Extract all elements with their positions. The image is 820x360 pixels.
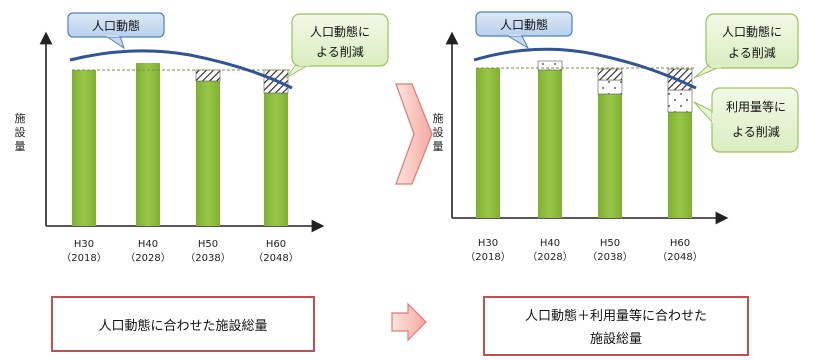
left-chart: 施 設 量 人口動態 人口動態に よる削減 H30 （2018） H40 （20… [15, 12, 389, 264]
right-usage-callout [711, 87, 799, 153]
right-tick-h60: H60 [670, 238, 690, 249]
caption-arrow [391, 302, 427, 342]
left-bar-h30 [72, 70, 96, 226]
left-reduction-h50 [195, 69, 221, 82]
right-tick-h30: H30 [478, 238, 498, 249]
right-chart: 施 設 量 人口動態 人口動態に よる削減 利用量等に よる削減 H30 [433, 11, 799, 263]
right-bar-h40 [538, 70, 562, 218]
right-usage-callout-line2: よる削減 [732, 124, 780, 139]
left-reduction-callout-line1: 人口動態に [310, 24, 370, 39]
right-population-trend-line [473, 47, 697, 90]
right-tick-h40-year: （2028） [527, 251, 572, 263]
right-pop-callout [475, 11, 573, 37]
left-bar-h40 [136, 63, 160, 226]
right-pop-reduction-h50 [597, 68, 623, 81]
left-pop-callout-text: 人口動態 [92, 18, 140, 33]
right-usage-reduction-h50 [597, 79, 623, 95]
left-tick-h40-year: （2028） [125, 252, 170, 264]
left-tick-h40: H40 [138, 239, 158, 250]
right-y-axis-label-2: 設 [433, 125, 444, 139]
right-caption-box [483, 296, 749, 356]
right-y-axis-label-1: 施 [433, 112, 444, 125]
left-caption-text: 人口動態に合わせた施設総量 [98, 318, 267, 334]
right-tick-h30-year: （2018） [465, 251, 510, 263]
right-reduction-callout-line1: 人口動態に [722, 24, 782, 39]
right-bar-h60 [668, 112, 692, 218]
right-tick-h50: H50 [600, 238, 620, 249]
right-caption-line1: 人口動態＋利用量等に合わせた [525, 308, 707, 324]
left-y-axis-label-1: 施 [15, 112, 26, 125]
right-tick-h40: H40 [540, 238, 560, 249]
left-y-axis-label-3: 量 [15, 140, 26, 153]
right-reduction-callout-line2: よる削減 [728, 45, 776, 60]
right-bar-h30 [476, 68, 500, 218]
left-tick-h60: H60 [266, 239, 286, 250]
center-big-arrow [395, 83, 433, 185]
right-pop-callout-text: 人口動態 [500, 17, 548, 32]
left-tick-h50-year: （2038） [185, 252, 230, 264]
left-reduction-callout-line2: よる削減 [316, 44, 364, 59]
left-y-axis-label-2: 設 [15, 125, 26, 139]
left-tick-h30-year: （2018） [61, 252, 106, 264]
right-pop-callout-pointer [506, 35, 530, 50]
right-usage-reduction-h60 [667, 89, 693, 113]
right-caption-line2: 施設総量 [590, 331, 642, 347]
right-tick-h50-year: （2038） [587, 251, 632, 263]
right-usage-callout-pointer [693, 101, 715, 126]
right-reduction-callout [705, 13, 799, 69]
right-tick-h60-year: （2048） [657, 251, 702, 263]
left-pop-callout-pointer [104, 35, 125, 50]
left-caption-box [51, 296, 315, 352]
left-tick-h60-year: （2048） [253, 252, 298, 264]
left-bar-h50 [196, 81, 220, 226]
left-population-trend-line [69, 49, 293, 90]
right-y-axis-label-3: 量 [433, 140, 444, 153]
left-reduction-callout [291, 13, 389, 67]
left-tick-h50: H50 [198, 239, 218, 250]
right-usage-callout-line1: 利用量等に [726, 100, 786, 114]
right-bar-h50 [598, 94, 622, 218]
left-bar-h60 [264, 93, 288, 226]
right-usage-reduction-h40 [537, 60, 563, 71]
left-tick-h30: H30 [74, 239, 94, 250]
